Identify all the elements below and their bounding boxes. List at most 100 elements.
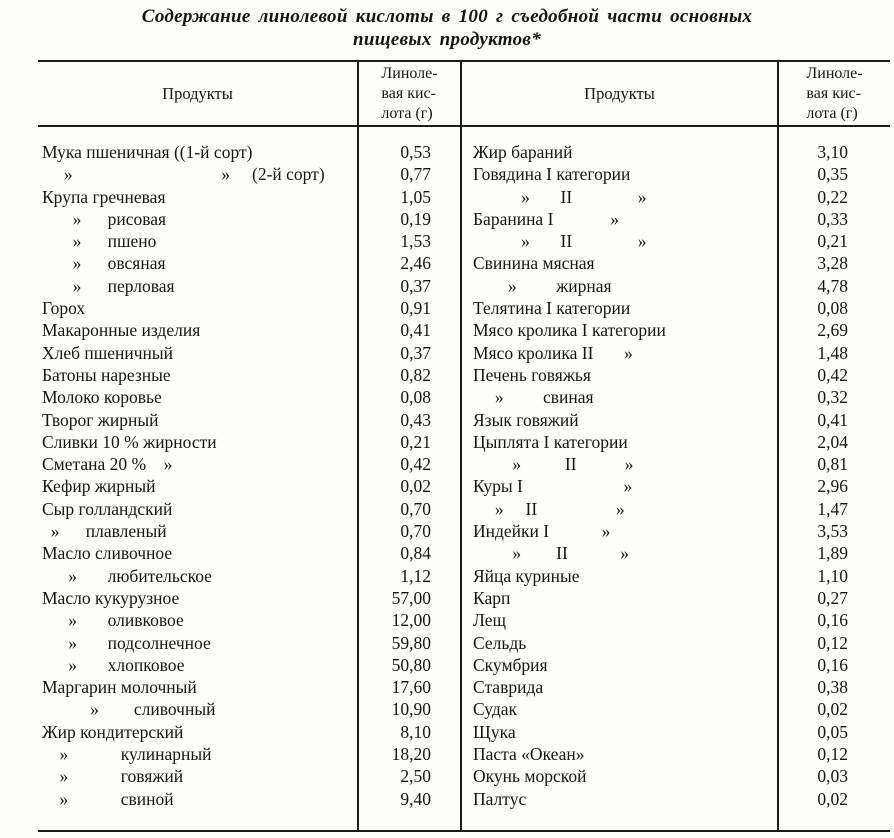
value-cell: 0,42 xyxy=(400,454,431,475)
value-cell: 59,80 xyxy=(391,632,431,653)
value-cell: 2,46 xyxy=(400,253,431,274)
product-cell: » свиная xyxy=(473,387,594,408)
value-cell: 1,48 xyxy=(817,342,848,363)
product-cell: Судак xyxy=(473,699,518,720)
product-cell: Баранина I » xyxy=(473,208,620,229)
product-cell: » свиной xyxy=(42,788,174,809)
table-header-row: Продукты Линоле- вая кис- лота (г) Проду… xyxy=(38,62,890,127)
value-cell: 0,02 xyxy=(817,699,848,720)
header-acid-right-text: Линоле- вая кис- лота (г) xyxy=(806,64,863,122)
product-cell: Масло кукурузное xyxy=(42,587,180,608)
value-cell: 0,82 xyxy=(400,364,431,385)
value-cell: 0,12 xyxy=(817,744,848,765)
product-cell: Скумбрия xyxy=(473,654,548,675)
product-cell: Мясо кролика I категории xyxy=(473,320,666,341)
value-cell: 0,38 xyxy=(817,677,848,698)
value-cell: 50,80 xyxy=(391,654,431,675)
product-cell: Яйца куриные xyxy=(473,565,580,586)
table-body: Мука пшеничная ((1-й сорт) » » (2-й сорт… xyxy=(38,127,890,830)
product-cell: Печень говяжья xyxy=(473,364,591,385)
value-cell: 17,60 xyxy=(391,677,431,698)
product-cell: Мука пшеничная ((1-й сорт) xyxy=(42,142,253,162)
product-cell: Маргарин молочный xyxy=(42,677,197,698)
product-cell: Куры I » xyxy=(473,476,633,497)
value-cell: 0,91 xyxy=(400,298,431,319)
value-cell: 0,41 xyxy=(817,409,848,430)
value-cell: 3,28 xyxy=(817,253,848,274)
product-cell: » рисовая xyxy=(42,208,167,229)
value-cell: 8,10 xyxy=(400,721,431,742)
value-cell: 0,70 xyxy=(400,521,431,542)
value-cell: 0,03 xyxy=(817,766,848,787)
value-cell: 2,04 xyxy=(817,431,848,452)
product-cell: » подсолнечное xyxy=(42,632,211,653)
product-cell: » » (2-й сорт) xyxy=(42,164,325,185)
product-cell: Сметана 20 % » xyxy=(42,454,173,475)
product-cell: Сельдь xyxy=(473,632,527,653)
product-cell: Жир бараний xyxy=(473,142,573,162)
value-cell: 0,27 xyxy=(817,587,848,608)
value-cell: 1,89 xyxy=(817,543,848,564)
product-cell: Батоны нарезные xyxy=(42,364,171,385)
product-cell: » хлопковое xyxy=(42,654,185,675)
product-cell: Язык говяжий xyxy=(473,409,579,430)
value-cell: 0,22 xyxy=(817,186,848,207)
value-cell: 0,35 xyxy=(817,164,848,185)
left-products-column: Мука пшеничная ((1-й сорт) » » (2-й сорт… xyxy=(38,127,357,830)
product-cell: Телятина I категории xyxy=(473,298,631,319)
value-cell: 4,78 xyxy=(817,275,848,296)
product-cell: Макаронные изделия xyxy=(42,320,201,341)
header-acid-left-text: Линоле- вая кис- лота (г) xyxy=(381,64,438,122)
header-products-right: Продукты xyxy=(460,62,777,125)
value-cell: 0,05 xyxy=(817,721,848,742)
value-cell: 0,70 xyxy=(400,498,431,519)
value-cell: 1,53 xyxy=(400,231,431,252)
header-acid-left: Линоле- вая кис- лота (г) xyxy=(357,62,460,125)
value-cell: 0,37 xyxy=(400,342,431,363)
value-cell: 12,00 xyxy=(391,610,431,631)
product-cell: » II » xyxy=(473,543,630,564)
product-cell: Лещ xyxy=(473,610,506,631)
value-cell: 0,43 xyxy=(400,409,431,430)
value-cell: 0,32 xyxy=(817,387,848,408)
value-cell: 1,12 xyxy=(400,565,431,586)
value-cell: 2,96 xyxy=(817,476,848,497)
value-cell: 0,08 xyxy=(400,387,431,408)
product-cell: Мясо кролика II » xyxy=(473,342,633,363)
product-cell: » кулинарный xyxy=(42,744,212,765)
product-cell: » жирная xyxy=(473,275,612,296)
product-cell: » II » xyxy=(473,186,647,207)
product-cell: » сливочный xyxy=(42,699,216,720)
product-cell: » любительское xyxy=(42,565,212,586)
product-cell: Крупа гречневая xyxy=(42,186,166,207)
value-cell: 0,16 xyxy=(817,610,848,631)
right-products-column: Жир бараний Говядина I категории » II » … xyxy=(460,127,777,830)
value-cell: 0,42 xyxy=(817,364,848,385)
product-cell: » говяжий xyxy=(42,766,184,787)
value-cell: 2,50 xyxy=(400,766,431,787)
value-cell: 0,12 xyxy=(817,632,848,653)
product-cell: » II » xyxy=(473,231,647,252)
product-cell: » перловая xyxy=(42,275,175,296)
value-cell: 57,00 xyxy=(391,587,431,608)
product-cell: Свинина мясная xyxy=(473,253,595,274)
value-cell: 0,21 xyxy=(817,231,848,252)
value-cell: 1,47 xyxy=(817,498,848,519)
product-cell: Ставрида xyxy=(473,677,544,698)
value-cell: 0,77 xyxy=(400,164,431,185)
value-cell: 3,10 xyxy=(817,142,848,162)
value-cell: 0,84 xyxy=(400,543,431,564)
product-cell: Творог жирный xyxy=(42,409,159,430)
product-cell: » овсяная xyxy=(42,253,166,274)
value-cell: 3,53 xyxy=(817,521,848,542)
value-cell: 0,53 xyxy=(400,142,431,162)
value-cell: 0,19 xyxy=(400,208,431,229)
value-cell: 0,21 xyxy=(400,431,431,452)
value-cell: 9,40 xyxy=(400,788,431,809)
product-cell: Говядина I категории xyxy=(473,164,631,185)
product-cell: Хлеб пшеничный xyxy=(42,342,174,363)
product-cell: » II » xyxy=(473,454,634,475)
product-cell: Щука xyxy=(473,721,516,742)
product-cell: Индейки I » xyxy=(473,521,611,542)
product-cell: Жир кондитерский xyxy=(42,721,184,742)
